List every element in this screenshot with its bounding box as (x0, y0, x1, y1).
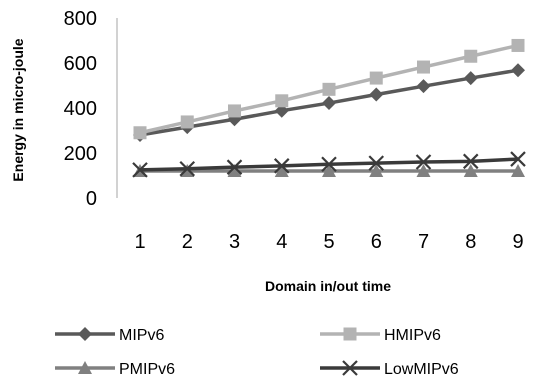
y-tick-label: 600 (64, 53, 97, 75)
legend-marker (343, 327, 357, 341)
series-mipv6 (133, 63, 525, 142)
x-tick-label: 5 (323, 231, 334, 253)
legend-label: MIPv6 (119, 327, 164, 344)
legend-item: MIPv6 (55, 327, 164, 344)
y-tick-label: 800 (64, 8, 97, 30)
data-point (462, 153, 479, 170)
x-axis-title: Domain in/out time (265, 278, 391, 294)
data-point (415, 154, 432, 170)
data-point (228, 104, 241, 118)
data-point (463, 71, 478, 86)
series-lines (132, 38, 526, 178)
data-point (179, 160, 196, 177)
data-point (322, 164, 336, 177)
series-lowmipv6 (132, 151, 526, 178)
x-tick-label: 7 (418, 231, 429, 253)
x-tick-label: 9 (512, 231, 523, 253)
data-point (226, 159, 243, 175)
data-point (322, 82, 336, 96)
x-tick-label: 2 (182, 231, 193, 253)
data-point (417, 60, 430, 74)
x-tick-label: 1 (134, 231, 145, 253)
series-hmipv6 (133, 38, 525, 140)
legend-marker (342, 360, 358, 376)
data-point (511, 164, 525, 177)
data-point (511, 63, 525, 78)
data-point (274, 164, 289, 177)
data-point (132, 162, 148, 178)
x-tick-labels: 1 2 3 4 5 6 7 8 9 (134, 231, 523, 253)
y-tick-label: 200 (64, 143, 97, 165)
data-point (463, 164, 478, 177)
data-point (369, 164, 384, 177)
legend-marker (78, 361, 92, 374)
legend-item: HMIPv6 (320, 327, 441, 344)
data-point (180, 115, 194, 129)
data-point (464, 49, 478, 63)
legend-label: LowMIPv6 (384, 361, 459, 378)
data-point (369, 71, 383, 85)
legend-item: PMIPv6 (55, 361, 175, 378)
legend-item: LowMIPv6 (320, 360, 459, 378)
data-point (227, 164, 242, 177)
x-tick-label: 6 (371, 231, 382, 253)
x-tick-label: 3 (229, 231, 240, 253)
legend: MIPv6 HMIPv6 PMIPv6 LowMIPv6 (55, 327, 459, 378)
data-point (510, 151, 526, 167)
data-point (322, 96, 336, 111)
data-point (369, 87, 384, 102)
legend-label: HMIPv6 (384, 327, 441, 344)
x-tick-label: 4 (276, 231, 287, 253)
data-point (416, 164, 431, 177)
x-tick-label: 8 (465, 231, 476, 253)
y-tick-label: 400 (64, 98, 97, 120)
data-point (368, 155, 385, 171)
data-point (133, 126, 147, 140)
y-axis-title: Energy in micro-joule (10, 38, 26, 181)
data-point (416, 79, 431, 94)
y-tick-label: 0 (86, 188, 97, 210)
data-point (275, 94, 289, 108)
legend-label: PMIPv6 (119, 361, 175, 378)
legend-marker (78, 327, 92, 341)
data-point (321, 156, 337, 173)
data-point (511, 38, 525, 52)
y-tick-labels: 0 200 400 600 800 (64, 8, 97, 210)
data-point (273, 158, 290, 174)
